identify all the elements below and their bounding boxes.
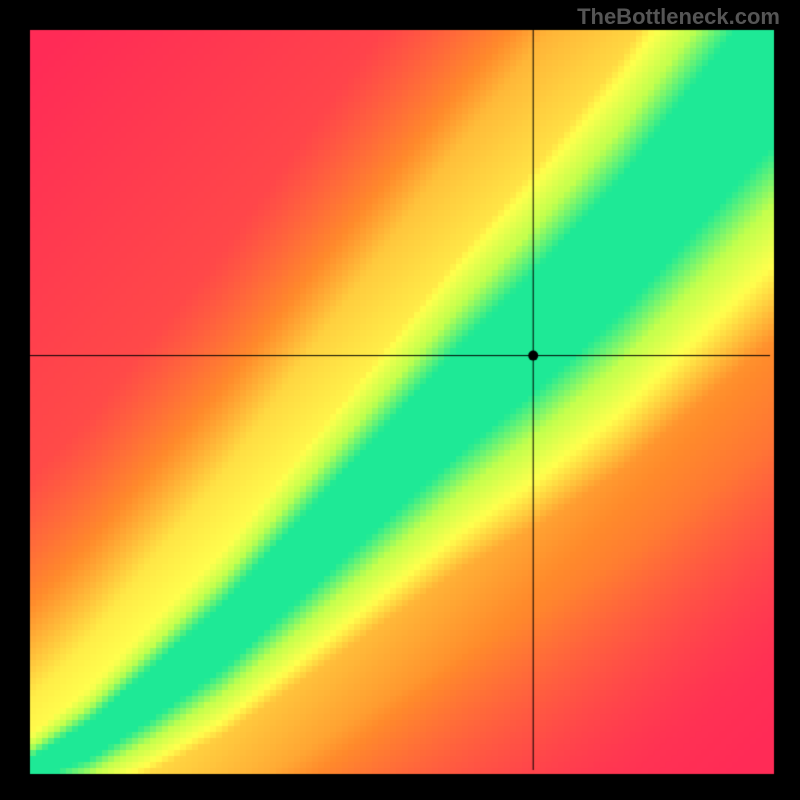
- bottleneck-heatmap: [0, 0, 800, 800]
- watermark-text: TheBottleneck.com: [577, 4, 780, 30]
- chart-container: TheBottleneck.com: [0, 0, 800, 800]
